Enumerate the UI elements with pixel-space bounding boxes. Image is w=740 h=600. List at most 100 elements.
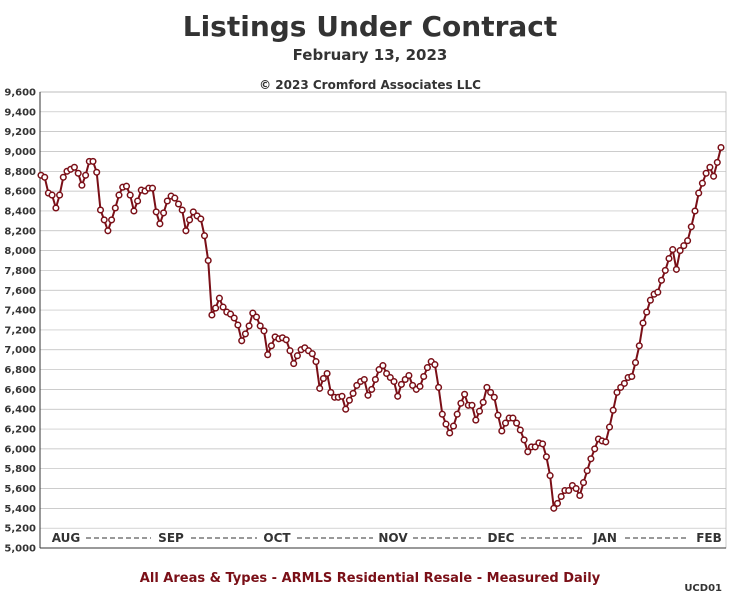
data-point xyxy=(494,411,502,419)
data-point xyxy=(539,440,547,448)
data-point xyxy=(524,448,532,456)
data-point xyxy=(587,455,595,463)
data-point xyxy=(565,486,573,495)
data-point xyxy=(78,181,86,189)
data-point xyxy=(639,319,647,327)
chart-caption: All Areas & Types - ARMLS Residential Re… xyxy=(139,571,601,586)
data-point xyxy=(208,311,216,319)
data-point xyxy=(646,296,654,304)
data-point xyxy=(620,379,628,387)
data-point xyxy=(468,401,476,409)
data-point xyxy=(282,336,290,344)
data-point xyxy=(41,173,49,181)
data-point xyxy=(215,294,223,302)
x-tick-label: SEP xyxy=(158,531,184,545)
y-tick-label: 8,000 xyxy=(4,246,36,257)
data-point xyxy=(446,429,454,437)
data-point xyxy=(635,342,643,350)
data-point xyxy=(323,369,331,378)
data-point xyxy=(238,337,246,345)
data-point xyxy=(576,491,584,500)
y-tick-label: 7,000 xyxy=(4,345,36,356)
data-point xyxy=(245,322,253,330)
data-point xyxy=(108,216,116,224)
data-point xyxy=(82,171,90,179)
data-point xyxy=(654,288,662,296)
data-point xyxy=(498,427,506,435)
data-point xyxy=(122,182,131,190)
data-point xyxy=(583,467,591,475)
data-point xyxy=(48,191,56,199)
data-point xyxy=(706,163,714,171)
data-point xyxy=(360,375,368,384)
data-point xyxy=(74,169,82,177)
data-point xyxy=(182,227,190,235)
y-tick-label: 8,600 xyxy=(4,187,36,198)
data-point xyxy=(338,392,346,400)
x-tick-label: AUG xyxy=(52,531,81,545)
x-tick-label: FEB xyxy=(696,531,722,545)
data-point xyxy=(665,254,673,263)
data-point xyxy=(234,321,242,329)
y-tick-label: 9,600 xyxy=(4,88,36,99)
data-point xyxy=(390,377,398,386)
data-point xyxy=(676,247,684,255)
data-point xyxy=(438,410,446,418)
data-point xyxy=(100,216,108,224)
data-point xyxy=(241,330,249,338)
data-point xyxy=(687,223,695,231)
data-point xyxy=(345,396,353,404)
data-point xyxy=(605,423,614,431)
data-point xyxy=(267,342,275,350)
data-point xyxy=(394,392,402,400)
data-point xyxy=(684,237,692,245)
chart-code: UCD01 xyxy=(684,583,722,594)
y-tick-label: 9,200 xyxy=(4,127,36,138)
data-point xyxy=(405,371,413,380)
data-point xyxy=(513,419,521,427)
data-point xyxy=(661,266,669,274)
data-point xyxy=(96,206,105,214)
data-point xyxy=(572,484,580,493)
data-point xyxy=(483,383,491,391)
y-tick-label: 5,600 xyxy=(4,484,36,495)
data-point xyxy=(691,207,699,215)
data-point xyxy=(152,208,160,216)
x-tick-label: NOV xyxy=(378,531,408,545)
data-point xyxy=(316,384,324,392)
y-tick-label: 5,800 xyxy=(4,464,36,475)
data-point xyxy=(702,169,710,177)
y-tick-label: 5,000 xyxy=(4,544,36,555)
chart-title: Listings Under Contract xyxy=(182,10,558,43)
data-point xyxy=(643,308,651,316)
data-point xyxy=(435,383,443,391)
y-tick-label: 9,400 xyxy=(4,107,36,118)
data-point xyxy=(591,445,599,453)
data-point xyxy=(490,393,498,401)
data-point xyxy=(293,352,301,360)
data-point xyxy=(431,361,439,369)
data-point xyxy=(420,372,428,381)
data-point xyxy=(70,163,78,171)
data-point xyxy=(609,406,617,414)
data-point xyxy=(319,374,327,383)
data-point xyxy=(327,388,335,396)
data-point xyxy=(368,385,376,393)
y-tick-label: 8,400 xyxy=(4,206,36,217)
data-point xyxy=(200,232,209,240)
data-point xyxy=(93,168,101,176)
data-point xyxy=(550,504,558,512)
data-point xyxy=(204,256,212,265)
data-point xyxy=(89,157,97,165)
data-point xyxy=(672,265,680,273)
data-point xyxy=(579,479,588,487)
data-point xyxy=(542,453,550,461)
x-tick-label: JAN xyxy=(592,531,617,545)
data-point xyxy=(710,172,718,180)
data-point xyxy=(379,362,387,370)
data-point xyxy=(252,313,261,321)
data-point xyxy=(457,399,465,407)
x-tick-label: OCT xyxy=(263,531,291,545)
data-point xyxy=(160,209,168,217)
y-tick-label: 9,000 xyxy=(4,147,36,158)
